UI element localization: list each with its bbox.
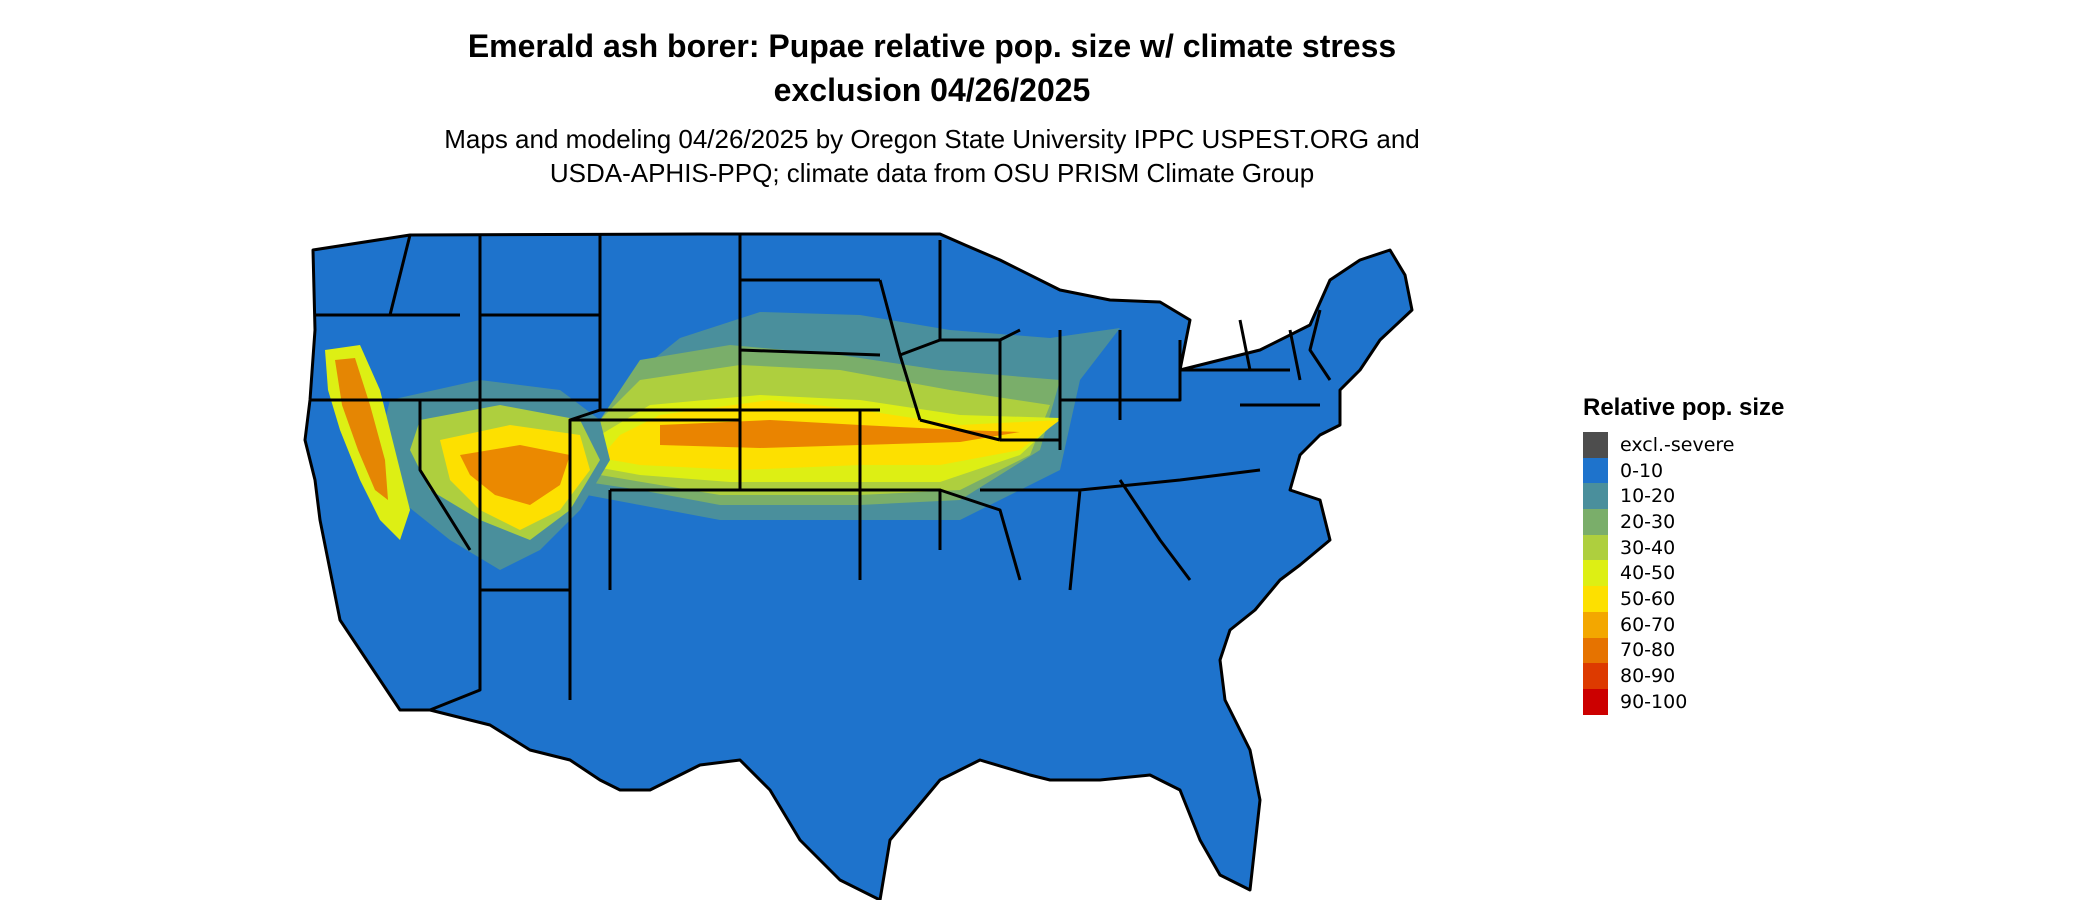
legend-swatch bbox=[1583, 637, 1608, 664]
legend-item: 90-100 bbox=[1583, 688, 1784, 715]
map-title: Emerald ash borer: Pupae relative pop. s… bbox=[0, 24, 1864, 112]
legend-item: 10-20 bbox=[1583, 483, 1784, 510]
legend-item: 70-80 bbox=[1583, 637, 1784, 664]
midwest-state-lines bbox=[899, 240, 1261, 591]
legend-item: 20-30 bbox=[1583, 509, 1784, 535]
legend-label: 80-90 bbox=[1620, 665, 1676, 688]
title-line-2: exclusion 04/26/2025 bbox=[773, 72, 1091, 108]
legend-label: 60-70 bbox=[1620, 613, 1676, 636]
legend-item: 50-60 bbox=[1583, 586, 1784, 612]
legend-items: excl.-severe 0-10 10-20 20-30 30-40 40-50 50-6… bbox=[1583, 432, 1784, 715]
legend-item: 0-10 bbox=[1583, 457, 1784, 484]
western-state-lines bbox=[310, 234, 740, 712]
legend-label: 30-40 bbox=[1620, 536, 1676, 559]
legend-item: 30-40 bbox=[1583, 534, 1784, 561]
subtitle-line-1: Maps and modeling 04/26/2025 by Oregon S… bbox=[444, 124, 1420, 154]
us-map bbox=[303, 232, 1414, 900]
legend-item: 80-90 bbox=[1583, 663, 1784, 689]
legend-swatch bbox=[1583, 586, 1608, 612]
legend-label: 50-60 bbox=[1620, 587, 1676, 610]
legend-swatch bbox=[1583, 457, 1608, 484]
legend-item: 60-70 bbox=[1583, 611, 1784, 638]
legend-swatch bbox=[1583, 534, 1608, 561]
map-subtitle: Maps and modeling 04/26/2025 by Oregon S… bbox=[0, 122, 1864, 190]
legend-swatch bbox=[1583, 611, 1608, 638]
legend-swatch bbox=[1583, 432, 1608, 458]
title-line-1: Emerald ash borer: Pupae relative pop. s… bbox=[467, 28, 1397, 64]
legend-label: 20-30 bbox=[1620, 510, 1676, 533]
legend-swatch bbox=[1583, 688, 1608, 715]
zone-70-80-east bbox=[660, 420, 1020, 448]
legend-item: excl.-severe bbox=[1583, 432, 1784, 458]
map-legend: Relative pop. size excl.-severe 0-10 10-20… bbox=[1583, 394, 1784, 715]
subtitle-line-2: USDA-APHIS-PPQ; climate data from OSU PR… bbox=[549, 158, 1315, 188]
legend-label: 0-10 bbox=[1620, 459, 1664, 482]
legend-swatch bbox=[1583, 483, 1608, 510]
legend-label: 90-100 bbox=[1620, 690, 1688, 713]
legend-item: 40-50 bbox=[1583, 560, 1784, 587]
state-borders bbox=[303, 232, 1414, 900]
legend-swatch bbox=[1583, 663, 1608, 689]
northeast-state-lines bbox=[1180, 309, 1332, 407]
population-raster bbox=[305, 234, 1412, 900]
zone-70-80-california bbox=[335, 358, 388, 500]
legend-swatch bbox=[1583, 509, 1608, 535]
legend-label: 40-50 bbox=[1620, 562, 1676, 585]
legend-swatch bbox=[1583, 560, 1608, 587]
legend-label: 10-20 bbox=[1620, 485, 1676, 508]
legend-title: Relative pop. size bbox=[1583, 394, 1785, 421]
legend-label: 70-80 bbox=[1620, 639, 1676, 662]
legend-label: excl.-severe bbox=[1620, 433, 1735, 456]
zone-70-80-southwest bbox=[460, 445, 570, 505]
